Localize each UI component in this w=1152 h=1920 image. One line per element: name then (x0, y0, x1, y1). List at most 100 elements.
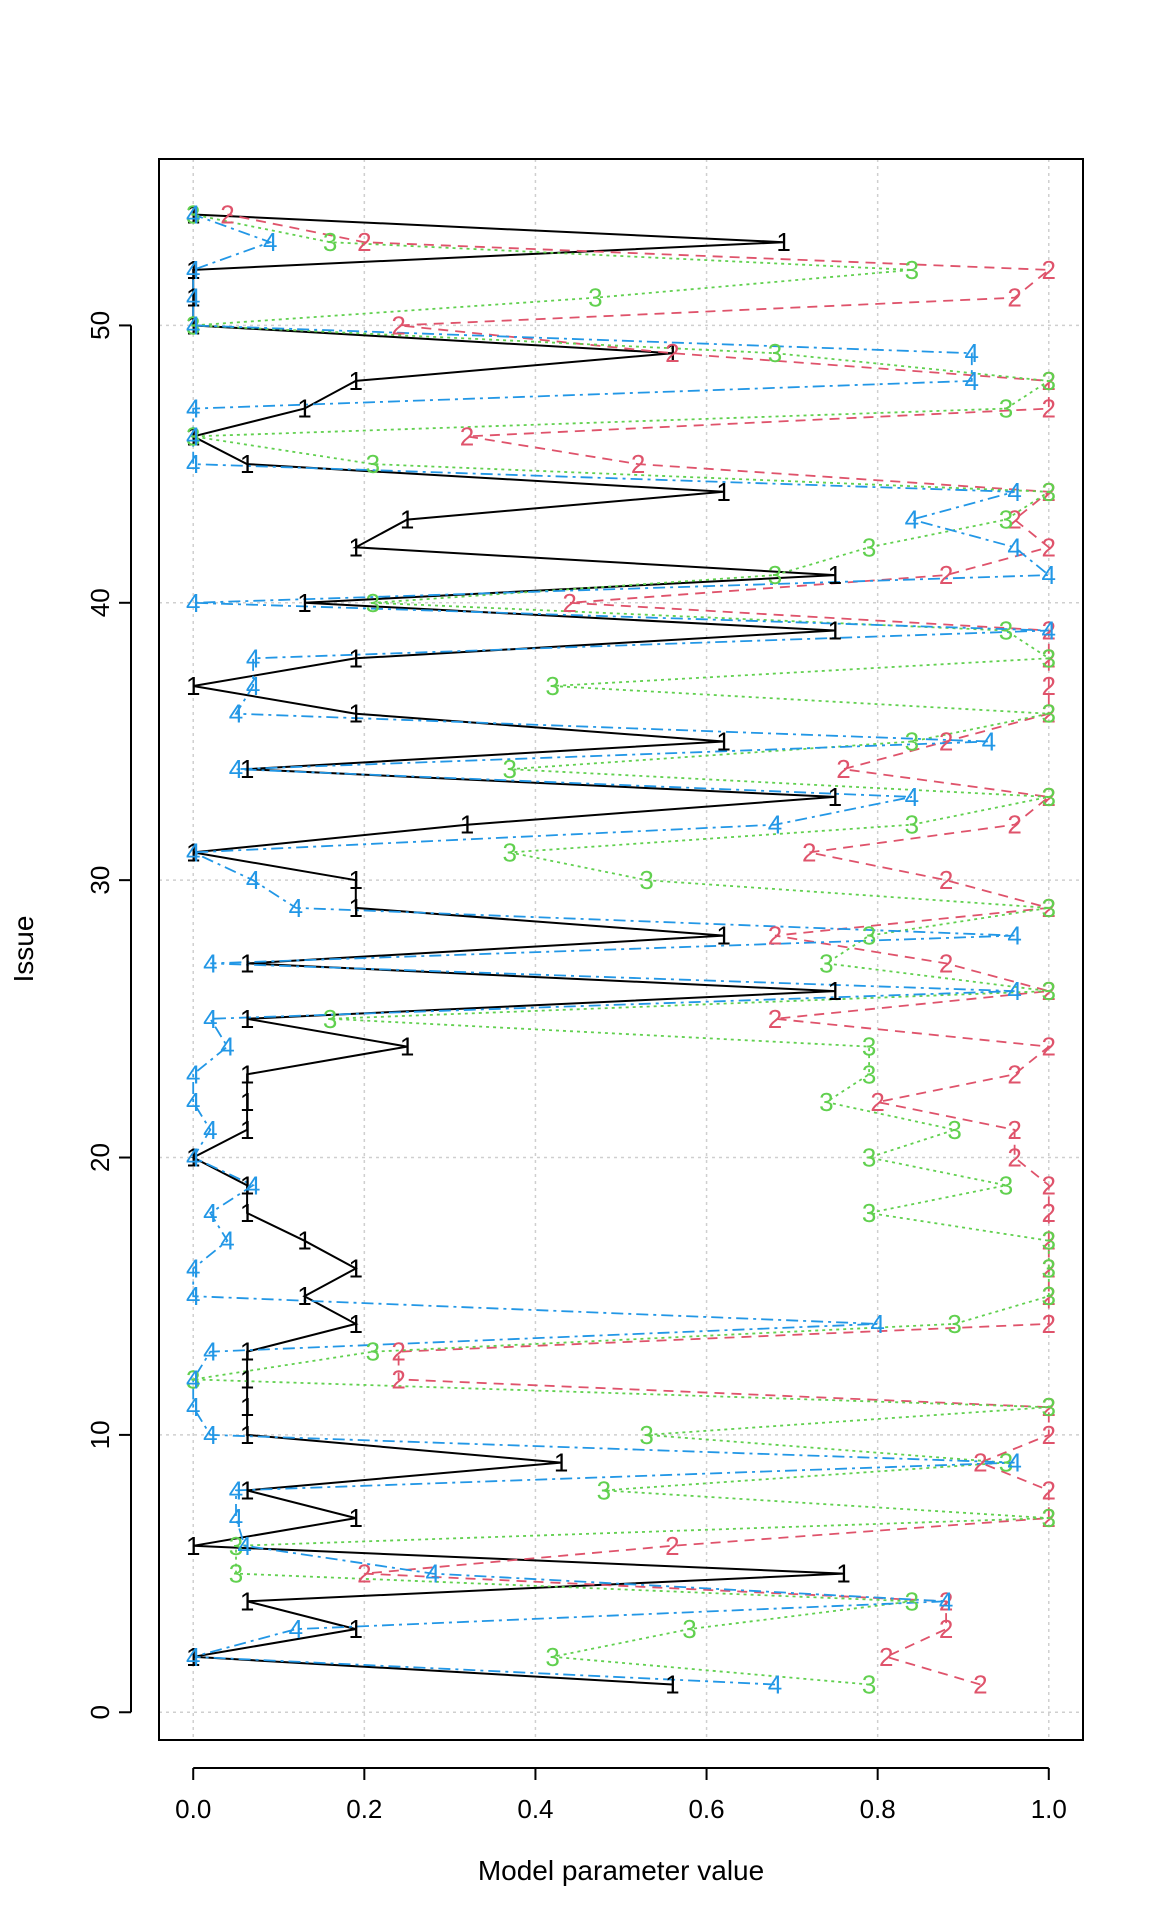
series-1-point: 1 (297, 1226, 311, 1256)
series-3-point: 3 (862, 921, 876, 951)
series-1-point: 1 (349, 366, 363, 396)
series-4-point: 4 (1007, 477, 1021, 507)
series-2-point: 2 (939, 948, 953, 978)
series-1-point: 1 (186, 283, 200, 313)
series-4-point: 4 (186, 449, 200, 479)
series-1-point: 1 (349, 643, 363, 673)
series-4-point: 4 (768, 810, 782, 840)
series-4-point: 4 (186, 255, 200, 285)
series-3-point: 3 (819, 1087, 833, 1117)
series-1-point: 1 (349, 1253, 363, 1283)
grid (159, 159, 1083, 1740)
y-tick-label: 10 (85, 1420, 115, 1449)
series-2-point: 2 (939, 560, 953, 590)
series-3-point: 3 (1042, 1226, 1056, 1256)
series-2-point: 2 (1007, 505, 1021, 535)
series-4-point: 4 (186, 837, 200, 867)
series-1-point: 1 (400, 1032, 414, 1062)
series-1-point: 1 (836, 1559, 850, 1589)
series-3-point: 3 (1042, 976, 1056, 1006)
series-2-point: 2 (1042, 255, 1056, 285)
series-1-point: 1 (186, 199, 200, 229)
series-lines (190, 213, 1052, 1686)
series-1-point: 1 (186, 837, 200, 867)
series-3-point: 3 (545, 671, 559, 701)
series-1-point: 1 (828, 616, 842, 646)
series-3-point: 3 (366, 449, 380, 479)
series-3-point: 3 (1042, 782, 1056, 812)
series-3-point: 3 (186, 310, 200, 340)
series-4-point: 4 (246, 643, 260, 673)
series-2-line (227, 213, 1052, 1686)
series-2-point: 2 (1042, 1503, 1056, 1533)
series-4-point: 4 (939, 1586, 953, 1616)
series-1-point: 1 (297, 394, 311, 424)
series-2-point: 2 (391, 1337, 405, 1367)
series-1-point: 1 (240, 1004, 254, 1034)
series-2-point: 2 (1042, 1253, 1056, 1283)
series-2-point: 2 (220, 199, 234, 229)
series-4-point: 4 (905, 782, 919, 812)
series-4-point: 4 (246, 865, 260, 895)
series-3-point: 3 (1042, 643, 1056, 673)
series-2-point: 2 (631, 449, 645, 479)
series-1-point: 1 (240, 1337, 254, 1367)
series-1-point: 1 (460, 810, 474, 840)
series-1-point: 1 (716, 726, 730, 756)
series-3-point: 3 (999, 505, 1013, 535)
series-2-point: 2 (665, 338, 679, 368)
series-1-point: 1 (828, 782, 842, 812)
series-4-point: 4 (186, 283, 200, 313)
series-2-point: 2 (1042, 1226, 1056, 1256)
series-2-point: 2 (1042, 1309, 1056, 1339)
series-3-point: 3 (768, 338, 782, 368)
series-2-point: 2 (1042, 1392, 1056, 1422)
series-2-point: 2 (1042, 671, 1056, 701)
series-1-point: 1 (240, 449, 254, 479)
series-3-point: 3 (503, 754, 517, 784)
series-1-point: 1 (186, 421, 200, 451)
series-4-point: 4 (965, 366, 979, 396)
series-1-point: 1 (240, 948, 254, 978)
series-2-point: 2 (1042, 976, 1056, 1006)
series-2-point: 2 (391, 310, 405, 340)
series-2-point: 2 (939, 726, 953, 756)
series-3-point: 3 (947, 1115, 961, 1145)
series-4-point: 4 (1042, 616, 1056, 646)
series-3-point: 3 (819, 948, 833, 978)
series-3-point: 3 (768, 560, 782, 590)
series-4-point: 4 (1007, 1448, 1021, 1478)
series-3-point: 3 (1042, 366, 1056, 396)
series-2-point: 2 (1007, 1059, 1021, 1089)
series-4-point: 4 (186, 394, 200, 424)
series-1-point: 1 (186, 671, 200, 701)
series-2-point: 2 (1007, 810, 1021, 840)
series-2-point: 2 (973, 1670, 987, 1700)
series-3-point: 3 (639, 865, 653, 895)
series-2-point: 2 (802, 837, 816, 867)
series-3-point: 3 (366, 1337, 380, 1367)
series-4-point: 4 (229, 699, 243, 729)
series-3-point: 3 (999, 616, 1013, 646)
series-2-point: 2 (1042, 532, 1056, 562)
series-3-point: 3 (947, 1309, 961, 1339)
series-marks: 1 1 1 1 1 1 1 1 1 1 1 1 1 1 1 1 1 1 1 1 1 1 1 1 1 1 1 1 1 1 1 1 1 1 1 1 1 1 1 1… (186, 199, 1056, 1699)
series-1-point: 1 (186, 1642, 200, 1672)
series-3-point: 3 (862, 1143, 876, 1173)
series-1-point: 1 (186, 1531, 200, 1561)
series-3-point: 3 (366, 588, 380, 618)
series-3-line (193, 213, 1052, 1686)
series-4-point: 4 (768, 1670, 782, 1700)
series-4-point: 4 (186, 1143, 200, 1173)
series-4-point: 4 (1042, 560, 1056, 590)
y-tick-label: 50 (85, 311, 115, 340)
series-2-point: 2 (836, 754, 850, 784)
series-1-point: 1 (665, 338, 679, 368)
series-3-point: 3 (999, 394, 1013, 424)
series-2-point: 2 (1042, 1281, 1056, 1311)
series-1-point: 1 (349, 1503, 363, 1533)
series-4-point: 4 (289, 893, 303, 923)
series-4-point: 4 (246, 671, 260, 701)
series-4-point: 4 (246, 1170, 260, 1200)
series-3-point: 3 (229, 1559, 243, 1589)
